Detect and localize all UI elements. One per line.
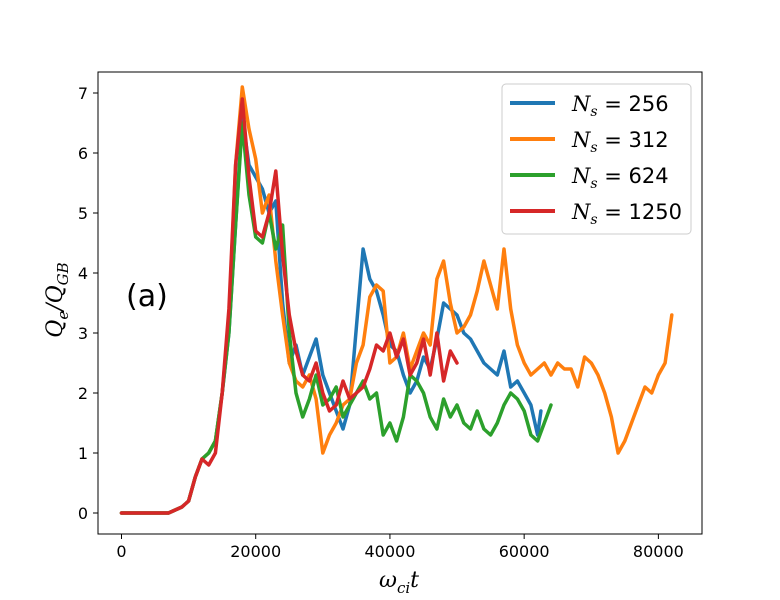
series-line-1250 [119, 97, 459, 515]
y-tick-label: 0 [78, 504, 88, 523]
legend-value: = 624 [598, 164, 669, 188]
y-tick-label: 2 [78, 384, 88, 403]
legend-label-312: Ns = 312 [571, 128, 669, 156]
y-axis-label-sub-gb: GB [54, 262, 72, 285]
y-tick-label: 6 [78, 144, 88, 163]
x-tick-label: 40000 [364, 542, 415, 561]
legend-symbol: N [571, 200, 591, 224]
y-tick-label: 1 [78, 444, 88, 463]
x-ticks: 0 20000 40000 60000 80000 [116, 534, 684, 561]
legend-subscript: s [590, 212, 597, 228]
plot-frame [97, 71, 703, 535]
panel-label: (a) [126, 279, 168, 314]
x-tick-label: 60000 [499, 542, 550, 561]
legend-label-1250: Ns = 1250 [571, 200, 682, 228]
legend-symbol: N [571, 128, 591, 152]
y-tick-label: 4 [78, 264, 88, 283]
x-tick-label: 0 [116, 542, 126, 561]
legend-subscript: s [590, 176, 597, 192]
y-ticks: 0 1 2 3 4 5 6 7 [78, 84, 98, 523]
x-tick-label: 20000 [230, 542, 281, 561]
y-axis-label-sub-e: e [54, 311, 72, 320]
plot-area: 0 20000 40000 60000 80000 0 1 2 3 4 5 6 7 [78, 71, 703, 561]
y-tick-label: 5 [78, 204, 88, 223]
legend-label-624: Ns = 624 [571, 164, 669, 192]
legend-subscript: s [590, 140, 597, 156]
legend-value: = 312 [598, 128, 669, 152]
x-axis-label-t: t [410, 568, 419, 593]
x-axis-label-sub: ci [397, 579, 410, 597]
y-axis-label: Qe/QGB [43, 262, 72, 337]
legend-value: = 256 [598, 92, 669, 116]
y-tick-label: 7 [78, 84, 88, 103]
legend-value: = 1250 [598, 200, 682, 224]
y-tick-label: 3 [78, 324, 88, 343]
legend-symbol: N [571, 92, 591, 116]
x-tick-label: 80000 [633, 542, 684, 561]
series-line-624 [119, 121, 553, 515]
x-axis-label: ωcit [379, 568, 419, 597]
series-layer [119, 85, 674, 515]
legend-symbol: N [571, 164, 591, 188]
series-line-256 [119, 115, 543, 515]
legend-subscript: s [590, 104, 597, 120]
y-axis-label-slash: /Q [43, 285, 68, 312]
legend-frame [501, 83, 692, 235]
legend-label-256: Ns = 256 [571, 92, 669, 120]
